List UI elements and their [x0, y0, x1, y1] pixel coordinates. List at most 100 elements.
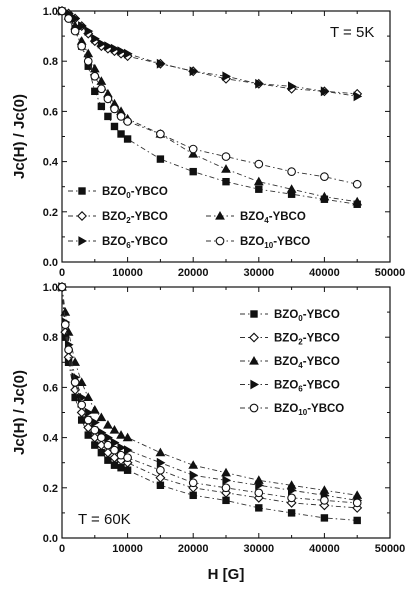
legend-label-1: BZO2-YBCO [102, 211, 168, 225]
data-point [109, 425, 120, 434]
y-tick-label: 0.2 [43, 483, 58, 495]
y-tick-label: 0.0 [43, 257, 58, 269]
x-tick-label: 50000 [375, 267, 406, 279]
y-tick-label: 0.6 [43, 382, 58, 394]
data-point [104, 41, 113, 52]
data-point [83, 56, 93, 66]
temperature-annotation: T = 60K [78, 511, 131, 528]
data-point [57, 6, 67, 16]
data-point [320, 172, 329, 182]
y-tick-label: 0.0 [43, 533, 58, 545]
legend-marker [215, 210, 225, 220]
legend-label-3: BZO6-YBCO [102, 236, 168, 250]
x-tick-label: 40000 [309, 267, 340, 279]
legend-item-0: BZO0-YBCO [240, 309, 340, 323]
data-point [156, 155, 165, 163]
data-point [221, 483, 231, 493]
data-point [57, 282, 67, 292]
data-point [253, 176, 264, 186]
legend-label-2: BZO4-YBCO [240, 211, 306, 225]
data-point [89, 404, 100, 414]
data-point [110, 122, 119, 131]
data-point [70, 378, 80, 387]
data-point [71, 393, 79, 402]
x-tick-label: 30000 [244, 543, 275, 555]
data-point [254, 488, 264, 498]
y-tick-label: 0.8 [43, 56, 58, 68]
data-point [96, 412, 107, 422]
data-point [110, 104, 119, 114]
data-point [319, 191, 330, 201]
x-tick-label: 50000 [375, 543, 406, 555]
legend-marker [250, 310, 258, 318]
data-point [123, 466, 132, 474]
panel-60k: 0 10000 20000 30000 40000 50000 0.0 0.2 0.4 0.6 0.… [11, 281, 406, 583]
data-point [91, 33, 100, 44]
series-line-3 [61, 10, 358, 97]
y-tick-label: 1.0 [43, 6, 58, 18]
data-point [255, 504, 263, 512]
data-point [90, 71, 100, 81]
data-point [60, 307, 71, 316]
x-tick-label: 20000 [178, 543, 209, 555]
x-tick-label: 10000 [112, 543, 143, 555]
data-point [110, 445, 119, 455]
data-point [287, 509, 296, 517]
legend-item-4: BZO10-YBCO [240, 403, 344, 417]
data-point [221, 467, 231, 477]
data-point [320, 86, 330, 97]
data-point [188, 144, 198, 154]
data-point [255, 185, 263, 193]
legend-marker [249, 403, 259, 413]
series-4 [57, 282, 362, 508]
x-tick-label: 0 [59, 543, 65, 555]
x-tick-label: 40000 [309, 543, 340, 555]
data-point [60, 320, 70, 330]
data-point [286, 184, 297, 193]
x-tick-label: 20000 [178, 267, 209, 279]
data-point [84, 26, 94, 36]
data-point [64, 345, 73, 355]
data-point [221, 164, 231, 173]
data-point [64, 14, 73, 23]
data-point [188, 478, 198, 488]
legend-marker [250, 379, 260, 390]
data-point [103, 94, 113, 104]
data-point [221, 152, 231, 161]
data-point [97, 38, 107, 49]
legend-label-1: BZO2-YBCO [274, 333, 340, 347]
legend-marker [78, 236, 88, 246]
data-point [122, 432, 133, 442]
y-tick-label: 0.2 [43, 207, 58, 219]
data-point [110, 43, 120, 54]
data-point [116, 430, 126, 439]
legend: BZO0-YBCO BZO2-YBCO BZO4-YBCO BZO6-YBCO BZO1… [68, 186, 310, 250]
data-point [254, 159, 264, 169]
data-point [287, 485, 297, 496]
data-point [189, 470, 199, 481]
data-point [90, 425, 100, 435]
data-point [156, 457, 166, 468]
legend-item-3: BZO6-YBCO [68, 236, 168, 250]
data-point [155, 472, 166, 483]
data-point [222, 71, 232, 82]
data-point [353, 516, 361, 525]
data-point [188, 149, 199, 158]
data-point [255, 78, 264, 89]
data-point [189, 167, 197, 176]
temperature-annotation: T = 5K [330, 24, 374, 41]
legend-marker [249, 332, 259, 343]
data-point [77, 41, 87, 51]
data-point [117, 46, 127, 57]
data-point [124, 445, 133, 456]
data-point [188, 460, 199, 469]
legend-marker [77, 211, 87, 221]
data-point [116, 112, 126, 121]
data-point [352, 196, 363, 206]
series-4 [57, 6, 362, 189]
legend-marker [249, 355, 259, 365]
data-point [287, 81, 297, 92]
legend-item-4: BZO10-YBCO [206, 236, 310, 250]
data-point [124, 48, 133, 59]
